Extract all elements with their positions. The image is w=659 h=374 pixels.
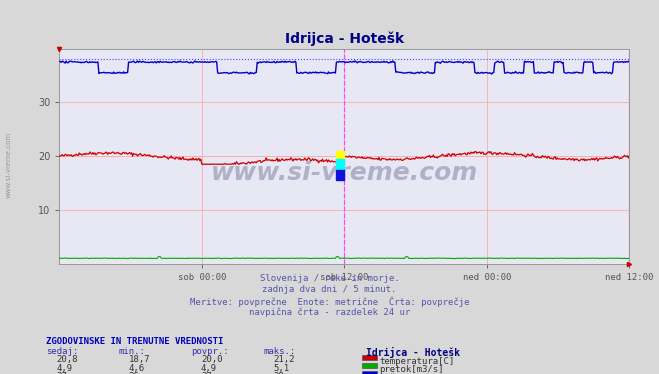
Text: 18,7: 18,7 [129, 355, 150, 364]
Text: Idrijca - Hotešk: Idrijca - Hotešk [366, 347, 460, 358]
Text: sedaj:: sedaj: [46, 347, 78, 356]
Text: maks.:: maks.: [264, 347, 296, 356]
Text: navpična črta - razdelek 24 ur: navpična črta - razdelek 24 ur [249, 307, 410, 317]
Text: 37: 37 [56, 372, 67, 374]
Text: pretok[m3/s]: pretok[m3/s] [380, 365, 444, 374]
Text: www.si-vreme.com: www.si-vreme.com [211, 161, 478, 186]
Text: 20,0: 20,0 [201, 355, 223, 364]
Title: Idrijca - Hotešk: Idrijca - Hotešk [285, 31, 404, 46]
Text: 21,2: 21,2 [273, 355, 295, 364]
Text: 4,6: 4,6 [129, 364, 144, 373]
Text: 20,8: 20,8 [56, 355, 78, 364]
Text: 36: 36 [129, 372, 139, 374]
Text: ZGODOVINSKE IN TRENUTNE VREDNOSTI: ZGODOVINSKE IN TRENUTNE VREDNOSTI [46, 337, 223, 346]
Text: 38: 38 [273, 372, 284, 374]
Text: 37: 37 [201, 372, 212, 374]
Text: 5,1: 5,1 [273, 364, 289, 373]
Text: povpr.:: povpr.: [191, 347, 229, 356]
Text: min.:: min.: [119, 347, 146, 356]
Text: zadnja dva dni / 5 minut.: zadnja dva dni / 5 minut. [262, 285, 397, 294]
Text: 4,9: 4,9 [56, 364, 72, 373]
Text: Slovenija / reke in morje.: Slovenija / reke in morje. [260, 274, 399, 283]
Text: temperatura[C]: temperatura[C] [380, 357, 455, 366]
Text: www.si-vreme.com: www.si-vreme.com [5, 132, 11, 197]
Text: 4,9: 4,9 [201, 364, 217, 373]
Text: Meritve: povprečne  Enote: metrične  Črta: povprečje: Meritve: povprečne Enote: metrične Črta:… [190, 296, 469, 307]
